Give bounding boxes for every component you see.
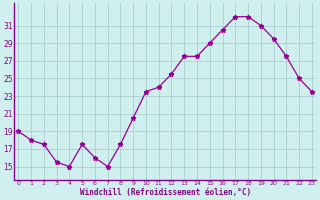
X-axis label: Windchill (Refroidissement éolien,°C): Windchill (Refroidissement éolien,°C) <box>80 188 251 197</box>
